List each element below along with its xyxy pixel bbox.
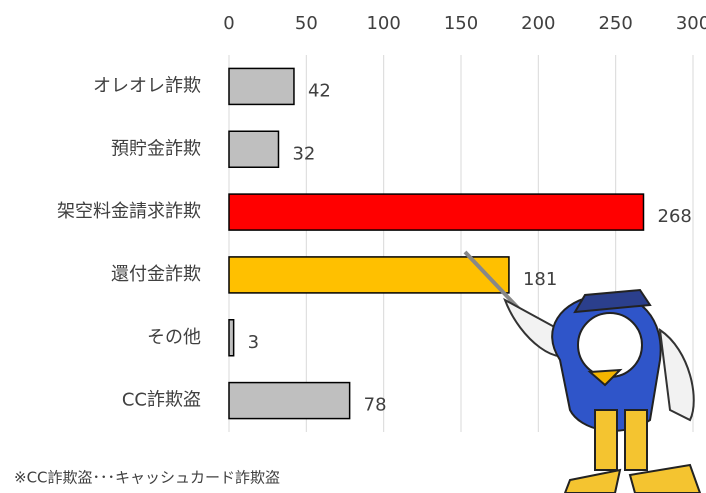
bar: [229, 68, 294, 104]
y-tick-label: 架空料金請求詐欺: [57, 201, 201, 222]
y-tick-label: CC詐欺盗: [122, 390, 201, 411]
mascot: [465, 252, 700, 493]
bar: [229, 257, 509, 293]
x-tick-label: 50: [295, 13, 318, 34]
y-tick-label: オレオレ詐欺: [93, 75, 201, 96]
x-tick-label: 300: [676, 13, 706, 34]
y-tick-label: 預貯金詐欺: [111, 138, 201, 159]
x-tick-label: 200: [521, 13, 555, 34]
data-label: 78: [364, 395, 387, 416]
footnote: ※CC詐欺盗･･･キャッシュカード詐欺盗: [14, 469, 280, 487]
data-label: 42: [308, 80, 331, 101]
chart: 0 50 100 150 200 250 300 オレオレ詐欺 42 預貯金詐欺 32 架空料金請求詐…: [0, 0, 706, 493]
bar: [229, 131, 278, 167]
data-label: 181: [523, 269, 557, 290]
x-tick-label: 250: [598, 13, 632, 34]
data-label: 32: [292, 143, 315, 164]
bar: [229, 320, 234, 356]
y-tick-label: その他: [147, 327, 201, 348]
y-tick-label: 還付金詐欺: [111, 264, 201, 285]
x-tick-label: 0: [223, 13, 234, 34]
data-label: 268: [658, 206, 692, 227]
data-label: 3: [248, 332, 259, 353]
x-tick-label: 100: [366, 13, 400, 34]
bar: [229, 194, 644, 230]
bar: [229, 383, 350, 419]
x-tick-label: 150: [444, 13, 478, 34]
